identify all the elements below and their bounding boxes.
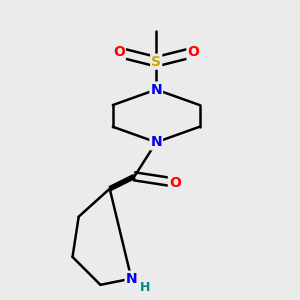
Text: O: O <box>188 45 199 59</box>
Text: N: N <box>150 135 162 149</box>
Text: S: S <box>151 55 161 69</box>
Text: H: H <box>140 281 151 294</box>
Text: O: O <box>169 176 181 190</box>
Text: N: N <box>126 272 137 286</box>
Text: N: N <box>150 82 162 97</box>
Text: O: O <box>113 45 125 59</box>
